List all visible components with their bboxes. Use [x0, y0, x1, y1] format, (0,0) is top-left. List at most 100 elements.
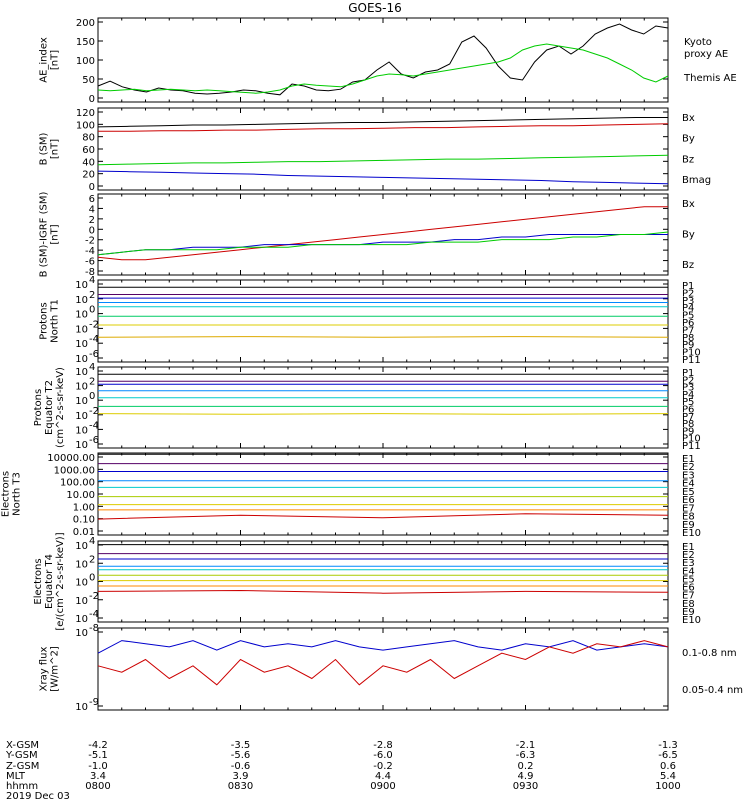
y-axis-label-ae-0: AE_index	[39, 37, 50, 83]
y-tick-exp-et4-0: 4	[89, 536, 95, 547]
legend-pt2-10: P11	[682, 441, 701, 452]
series-line-pt1-p9-7	[97, 336, 669, 338]
y-tick-exp-et4-3: -2	[89, 591, 99, 602]
chart-title: GOES-16	[348, 1, 402, 15]
y-tick-label-ae-2: 100	[76, 56, 95, 67]
series-line-bsm-bx-3	[97, 170, 669, 185]
y-tick-label-et3-0: 10000.00	[47, 453, 95, 464]
legend-et3-0: E1	[682, 454, 695, 465]
panel-frame-pt2	[97, 366, 669, 449]
y-tick-label-et4-1: 10	[75, 559, 88, 570]
x-row-label-5: 2019 Dec 03	[6, 791, 70, 800]
legend-pt1-1: P2	[682, 288, 694, 299]
legend-pt1-10: P11	[682, 355, 701, 366]
y-tick-exp-pt1-2: 0	[89, 305, 95, 316]
legend-bigrf-0: Bx	[682, 199, 695, 210]
series-line-bigrf-bz-0	[97, 206, 668, 261]
x-row-label-0: X-GSM	[6, 740, 39, 751]
legend-et3-4: E5	[682, 487, 695, 498]
x-col-4-row-1: -6.5	[658, 750, 678, 761]
legend-et3-6: E7	[682, 503, 695, 514]
x-col-3-row-4: 0930	[513, 781, 538, 792]
x-col-2-row-0: -2.8	[373, 740, 393, 751]
y-tick-label-ae-0: 200	[76, 18, 95, 29]
x-col-4-row-2: 0.6	[660, 761, 676, 772]
y-tick-exp-pt1-3: -2	[89, 319, 99, 330]
legend-pt2-5: P6	[682, 405, 694, 416]
legend-et3-3: E4	[682, 479, 695, 490]
panel-frame-pt1	[97, 279, 669, 363]
y-tick-exp-pt1-4: -4	[89, 334, 99, 345]
y-tick-exp-et4-2: 0	[89, 573, 95, 584]
y-axis-label-bsm-0: B (SM)	[39, 132, 50, 165]
y-tick-label-bigrf-4: -2	[85, 236, 95, 247]
y-tick-label-bsm-0: 120	[76, 108, 95, 119]
x-col-3-row-2: 0.2	[518, 761, 534, 772]
x-col-1-row-1: -5.6	[231, 750, 251, 761]
y-tick-exp-pt1-5: -6	[89, 349, 99, 360]
y-tick-label-bsm-2: 80	[82, 133, 95, 144]
y-tick-label-bsm-1: 100	[76, 120, 95, 131]
y-tick-exp-pt2-1: 2	[89, 377, 95, 388]
y-axis-label-xray-0: Xray flux	[39, 647, 50, 692]
legend-bsm-1: By	[682, 134, 695, 145]
y-tick-label-et3-4: 1.00	[73, 502, 95, 513]
y-tick-label-et3-6: 0.01	[73, 527, 95, 538]
series-line-bigrf-bx-1	[97, 234, 668, 256]
legend-et4-9: E10	[682, 615, 701, 626]
y-tick-label-et4-0: 10	[75, 541, 88, 552]
series-line-xray-0-05-0-4-nm-0	[97, 640, 669, 654]
x-col-3-row-3: 4.9	[518, 771, 534, 782]
series-line-pt2-p7-6	[97, 413, 669, 415]
y-tick-label-et3-2: 100.00	[60, 478, 95, 489]
y-tick-label-bsm-6: 0	[89, 182, 95, 193]
y-axis-label-pt2-0: Protons	[33, 389, 44, 426]
y-tick-exp-pt2-3: -2	[89, 406, 99, 417]
legend-pt1-0: P1	[682, 281, 694, 292]
x-col-2-row-1: -6.0	[373, 750, 393, 761]
y-tick-exp-pt1-0: 4	[89, 275, 95, 286]
y-tick-label-et4-3: 10	[75, 596, 88, 607]
legend-pt1-6: P7	[682, 325, 694, 336]
panel-frame-xray	[97, 627, 669, 711]
x-row-label-4: hhmm	[6, 781, 38, 792]
series-line-et4-e9-8	[97, 589, 669, 594]
x-col-3-row-0: -2.1	[516, 740, 536, 751]
legend-et4-5: E6	[682, 583, 695, 594]
legend-pt2-1: P2	[682, 375, 694, 386]
y-tick-label-pt2-0: 10	[75, 367, 88, 378]
y-axis-label-ae-1: [nT]	[50, 50, 61, 70]
series-line-bigrf-by-2	[97, 231, 669, 256]
y-axis-label-pt2-2: (cm^2-s-sr-keV)	[55, 367, 66, 448]
x-col-0-row-2: -1.0	[88, 761, 108, 772]
legend-pt2-4: P5	[682, 397, 694, 408]
y-tick-label-bsm-5: 20	[82, 170, 95, 181]
legend-bsm-2: Bz	[682, 154, 694, 165]
x-col-1-row-3: 3.9	[233, 771, 249, 782]
legend-pt2-6: P7	[682, 412, 694, 423]
y-tick-label-pt1-1: 10	[75, 295, 88, 306]
series-line-ae-kyoto-proxy-ae-1	[97, 43, 669, 94]
y-tick-label-et4-2: 10	[75, 578, 88, 589]
legend-et4-4: E5	[682, 574, 695, 585]
x-row-label-2: Z-GSM	[6, 761, 39, 772]
y-tick-label-bigrf-6: -6	[85, 257, 95, 268]
panel-frame-ae	[97, 17, 669, 103]
legend-xray-1: 0.05-0.4 nm	[682, 685, 743, 696]
legend-et3-8: E9	[682, 520, 695, 531]
y-tick-exp-xray-1: -9	[89, 697, 99, 708]
legend-pt2-2: P3	[682, 383, 694, 394]
legend-et3-9: E10	[682, 528, 701, 539]
legend-et4-7: E8	[682, 599, 695, 610]
y-tick-exp-pt1-1: 2	[89, 290, 95, 301]
x-col-2-row-2: -0.2	[373, 761, 393, 772]
y-tick-label-ae-1: 150	[76, 37, 95, 48]
